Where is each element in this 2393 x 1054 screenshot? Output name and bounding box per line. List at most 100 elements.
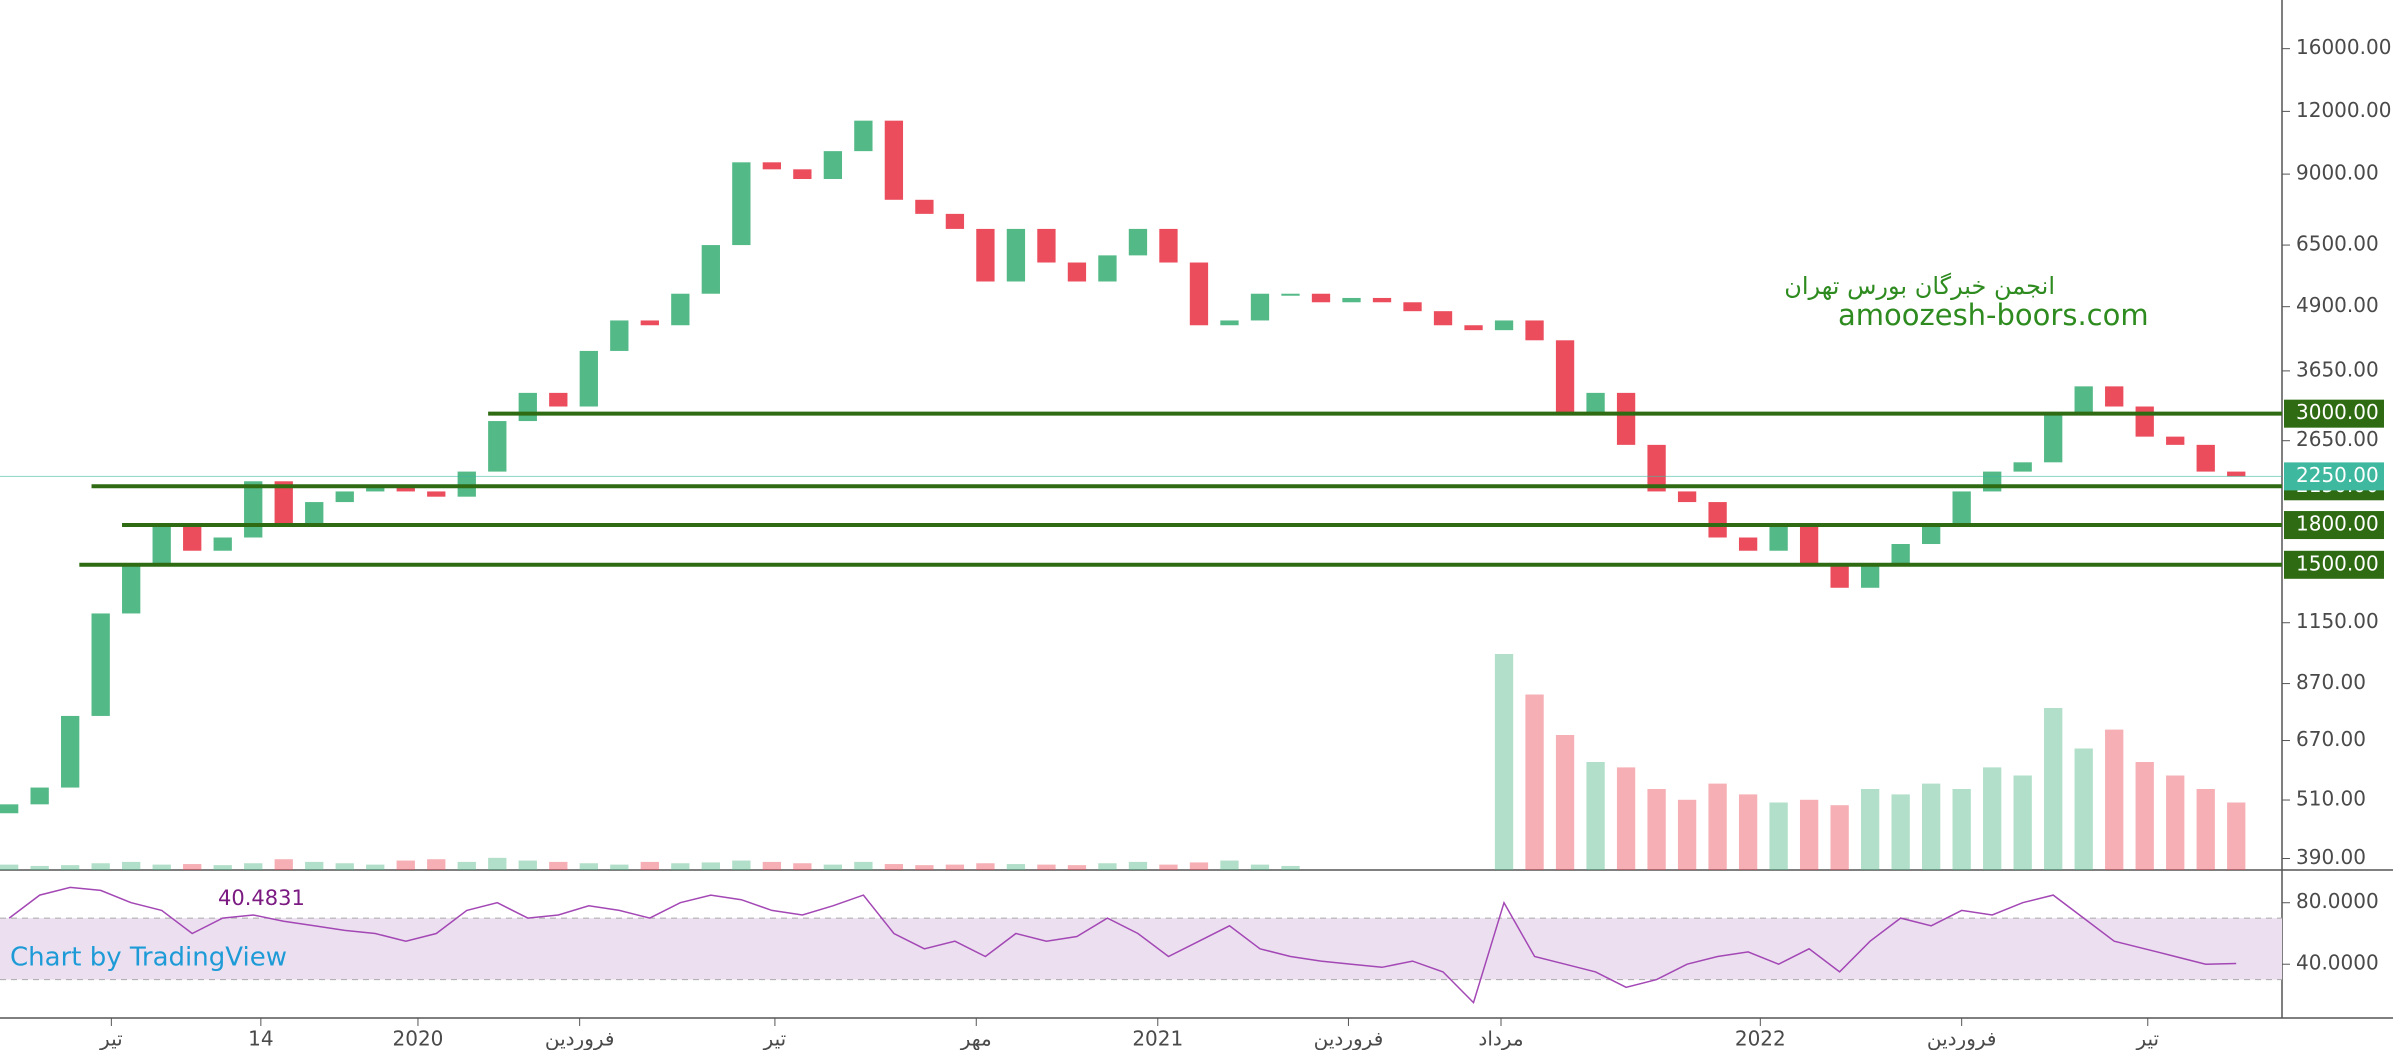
candle-body (122, 564, 141, 614)
volume-bar (1250, 864, 1270, 870)
candle-body (1891, 544, 1910, 565)
candle-body (1250, 293, 1270, 321)
volume-bar (1769, 802, 1788, 870)
candle-body (1738, 537, 1758, 551)
volume-bar (2166, 775, 2185, 870)
volume-bar (915, 865, 934, 870)
volume-bar (1647, 789, 1666, 870)
x-tick-label: 2022 (1735, 1027, 1786, 1051)
candle-body (305, 502, 324, 526)
volume-bar (671, 863, 690, 870)
rsi-line (8, 886, 2237, 1005)
volume-bar (1128, 861, 1148, 870)
volume-bar (335, 863, 354, 870)
candle-body (1220, 320, 1239, 326)
volume-bar (1037, 864, 1056, 870)
candle-body (1586, 392, 1605, 414)
candle-body (1525, 320, 1544, 341)
volume-bar (1494, 654, 1514, 870)
volume-bar (1983, 767, 2002, 870)
volume-bar (1799, 799, 1819, 870)
volume-bar (1281, 865, 1300, 870)
volume-bar (30, 865, 49, 870)
candle-body (1922, 525, 1941, 545)
y-tick-label: 870.00 (2296, 670, 2366, 694)
volume-bar (274, 859, 293, 870)
candle-body (1769, 525, 1788, 551)
candle-body (518, 392, 537, 422)
volume-bar (1952, 789, 1971, 870)
candle-body (671, 293, 690, 326)
x-tick-label: فروردین (1927, 1027, 1997, 1051)
candle-body (976, 228, 995, 282)
x-tick-label: مرداد (1478, 1027, 1523, 1051)
volume-bar (1555, 735, 1575, 870)
candle-body (945, 213, 965, 229)
volume-bar (518, 860, 537, 870)
level-label: 1800.00 (2296, 512, 2379, 536)
candle-body (2227, 471, 2246, 477)
volume-bar (152, 864, 171, 870)
candle-body (30, 787, 49, 805)
volume-bar (1067, 865, 1087, 870)
candle-body (1494, 320, 1514, 331)
candle-body (488, 421, 507, 472)
candle-body (1281, 293, 1300, 296)
volume-bar (762, 861, 782, 870)
candle-body (1342, 297, 1361, 303)
candle-body (762, 162, 782, 170)
x-tick-label: تیر (763, 1027, 787, 1051)
y-tick-label: 4900.00 (2296, 293, 2379, 317)
volume-bar (244, 863, 263, 870)
y-tick-label: 510.00 (2296, 787, 2366, 811)
volume-bar (427, 859, 446, 870)
candle-body (1647, 444, 1666, 492)
volume-bar (1616, 767, 1636, 870)
volume-bar (396, 860, 415, 870)
candle-body (1159, 228, 1178, 263)
candle-body (1555, 340, 1575, 414)
candle-body (427, 491, 446, 497)
volume-bar (793, 863, 812, 870)
candle-body (1128, 228, 1148, 256)
candle-body (1311, 293, 1331, 303)
volume-bar (1677, 799, 1697, 870)
volume-bar (945, 864, 965, 870)
volume-bar (610, 864, 629, 870)
candle-body (2196, 444, 2215, 472)
candle-body (2105, 386, 2124, 407)
volume-bar (854, 861, 873, 870)
candle-body (1708, 502, 1727, 538)
volume-bar (1922, 783, 1941, 870)
candle-body (823, 151, 843, 180)
volume-bar (61, 865, 80, 870)
volume-bar (2227, 802, 2246, 870)
candle-body (1372, 297, 1392, 303)
candle-body (884, 120, 904, 200)
candle-body (1983, 471, 2002, 492)
candle-body (1952, 491, 1971, 526)
rsi-y-tick-label: 80.0000 (2296, 889, 2379, 913)
volume-bar (1738, 794, 1758, 870)
candle-body (2135, 406, 2154, 437)
level-label: 3000.00 (2296, 400, 2379, 424)
volume-bar (457, 861, 476, 870)
candle-body (1464, 325, 1483, 331)
volume-bar (640, 861, 659, 870)
candle-body (701, 245, 720, 294)
candle-body (152, 525, 171, 565)
candle-body (1037, 228, 1056, 263)
candle-body (1067, 262, 1087, 282)
rsi-value: 40.4831 (218, 886, 305, 910)
volume-bar (2044, 708, 2063, 870)
volume-bar (976, 863, 995, 870)
x-tick-label: 14 (248, 1027, 273, 1051)
candle-body (396, 486, 415, 492)
last-price-label: 2250.00 (2296, 463, 2379, 487)
volume-bar (488, 857, 507, 870)
volume-bar (1708, 783, 1727, 870)
y-tick-label: 16000.00 (2296, 35, 2391, 59)
y-tick-label: 1150.00 (2296, 609, 2379, 633)
candle-body (854, 120, 873, 152)
